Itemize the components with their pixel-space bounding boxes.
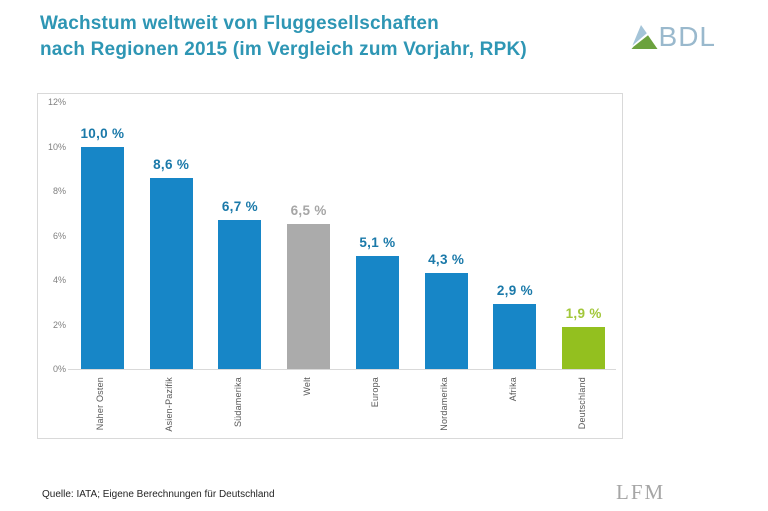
source-note: Quelle: IATA; Eigene Berechnungen für De… [42, 489, 275, 500]
bdl-logo-text: BDL [658, 21, 716, 52]
bar [149, 177, 193, 369]
lfm-watermark: LFM [616, 480, 666, 504]
page-title: Wachstum weltweit von Fluggesellschaften… [40, 11, 527, 63]
bar [218, 219, 262, 369]
bdl-logo: BDL [631, 23, 716, 51]
x-axis-category-label: Europa [370, 377, 381, 408]
x-axis-category-label: Südamerika [232, 377, 243, 428]
y-axis-tick-label: 6% [52, 230, 66, 241]
bar-value-label: 1,9 % [565, 305, 602, 321]
bar [355, 255, 399, 369]
y-axis-tick-label: 0% [52, 364, 66, 374]
page-title-line-2: nach Regionen 2015 (im Vergleich zum Vor… [40, 39, 527, 60]
x-axis-category-label: Asien-Pazifik [164, 377, 175, 432]
bdl-triangle-icon [631, 24, 658, 50]
chart-area: 12% 10% 8% 6% 4% 2% 0% 10,0 % Naher Osten 8,6 % As… [37, 93, 623, 439]
y-axis-tick-label: 8% [52, 186, 66, 196]
bar [80, 146, 124, 369]
bar [562, 326, 606, 369]
bar-value-label: 10,0 % [80, 125, 125, 141]
bar-value-label: 5,1 % [359, 234, 396, 250]
x-axis-category-label: Welt [301, 377, 312, 396]
x-axis-line [68, 369, 616, 370]
x-axis-category-label: Nordamerika [439, 377, 450, 431]
bar [287, 224, 331, 369]
bar [424, 273, 468, 369]
y-axis-tick-label: 12% [47, 97, 66, 107]
bar-value-label: 2,9 % [496, 283, 533, 299]
y-axis-tick-label: 10% [47, 141, 66, 152]
page-title-line-1: Wachstum weltweit von Fluggesellschaften [40, 13, 439, 34]
bar-value-label: 6,5 % [290, 203, 327, 219]
bar-value-label: 8,6 % [153, 156, 190, 172]
y-axis-tick-label: 4% [52, 275, 66, 285]
y-axis-tick-label: 2% [52, 319, 66, 330]
bar-value-label: 4,3 % [428, 252, 465, 268]
x-axis-category-label: Naher Osten [95, 377, 106, 431]
bar-value-label: 6,7 % [221, 198, 258, 214]
x-axis-category-label: Deutschland [576, 377, 587, 430]
x-axis-category-label: Afrika [507, 377, 518, 402]
bar [493, 304, 537, 369]
